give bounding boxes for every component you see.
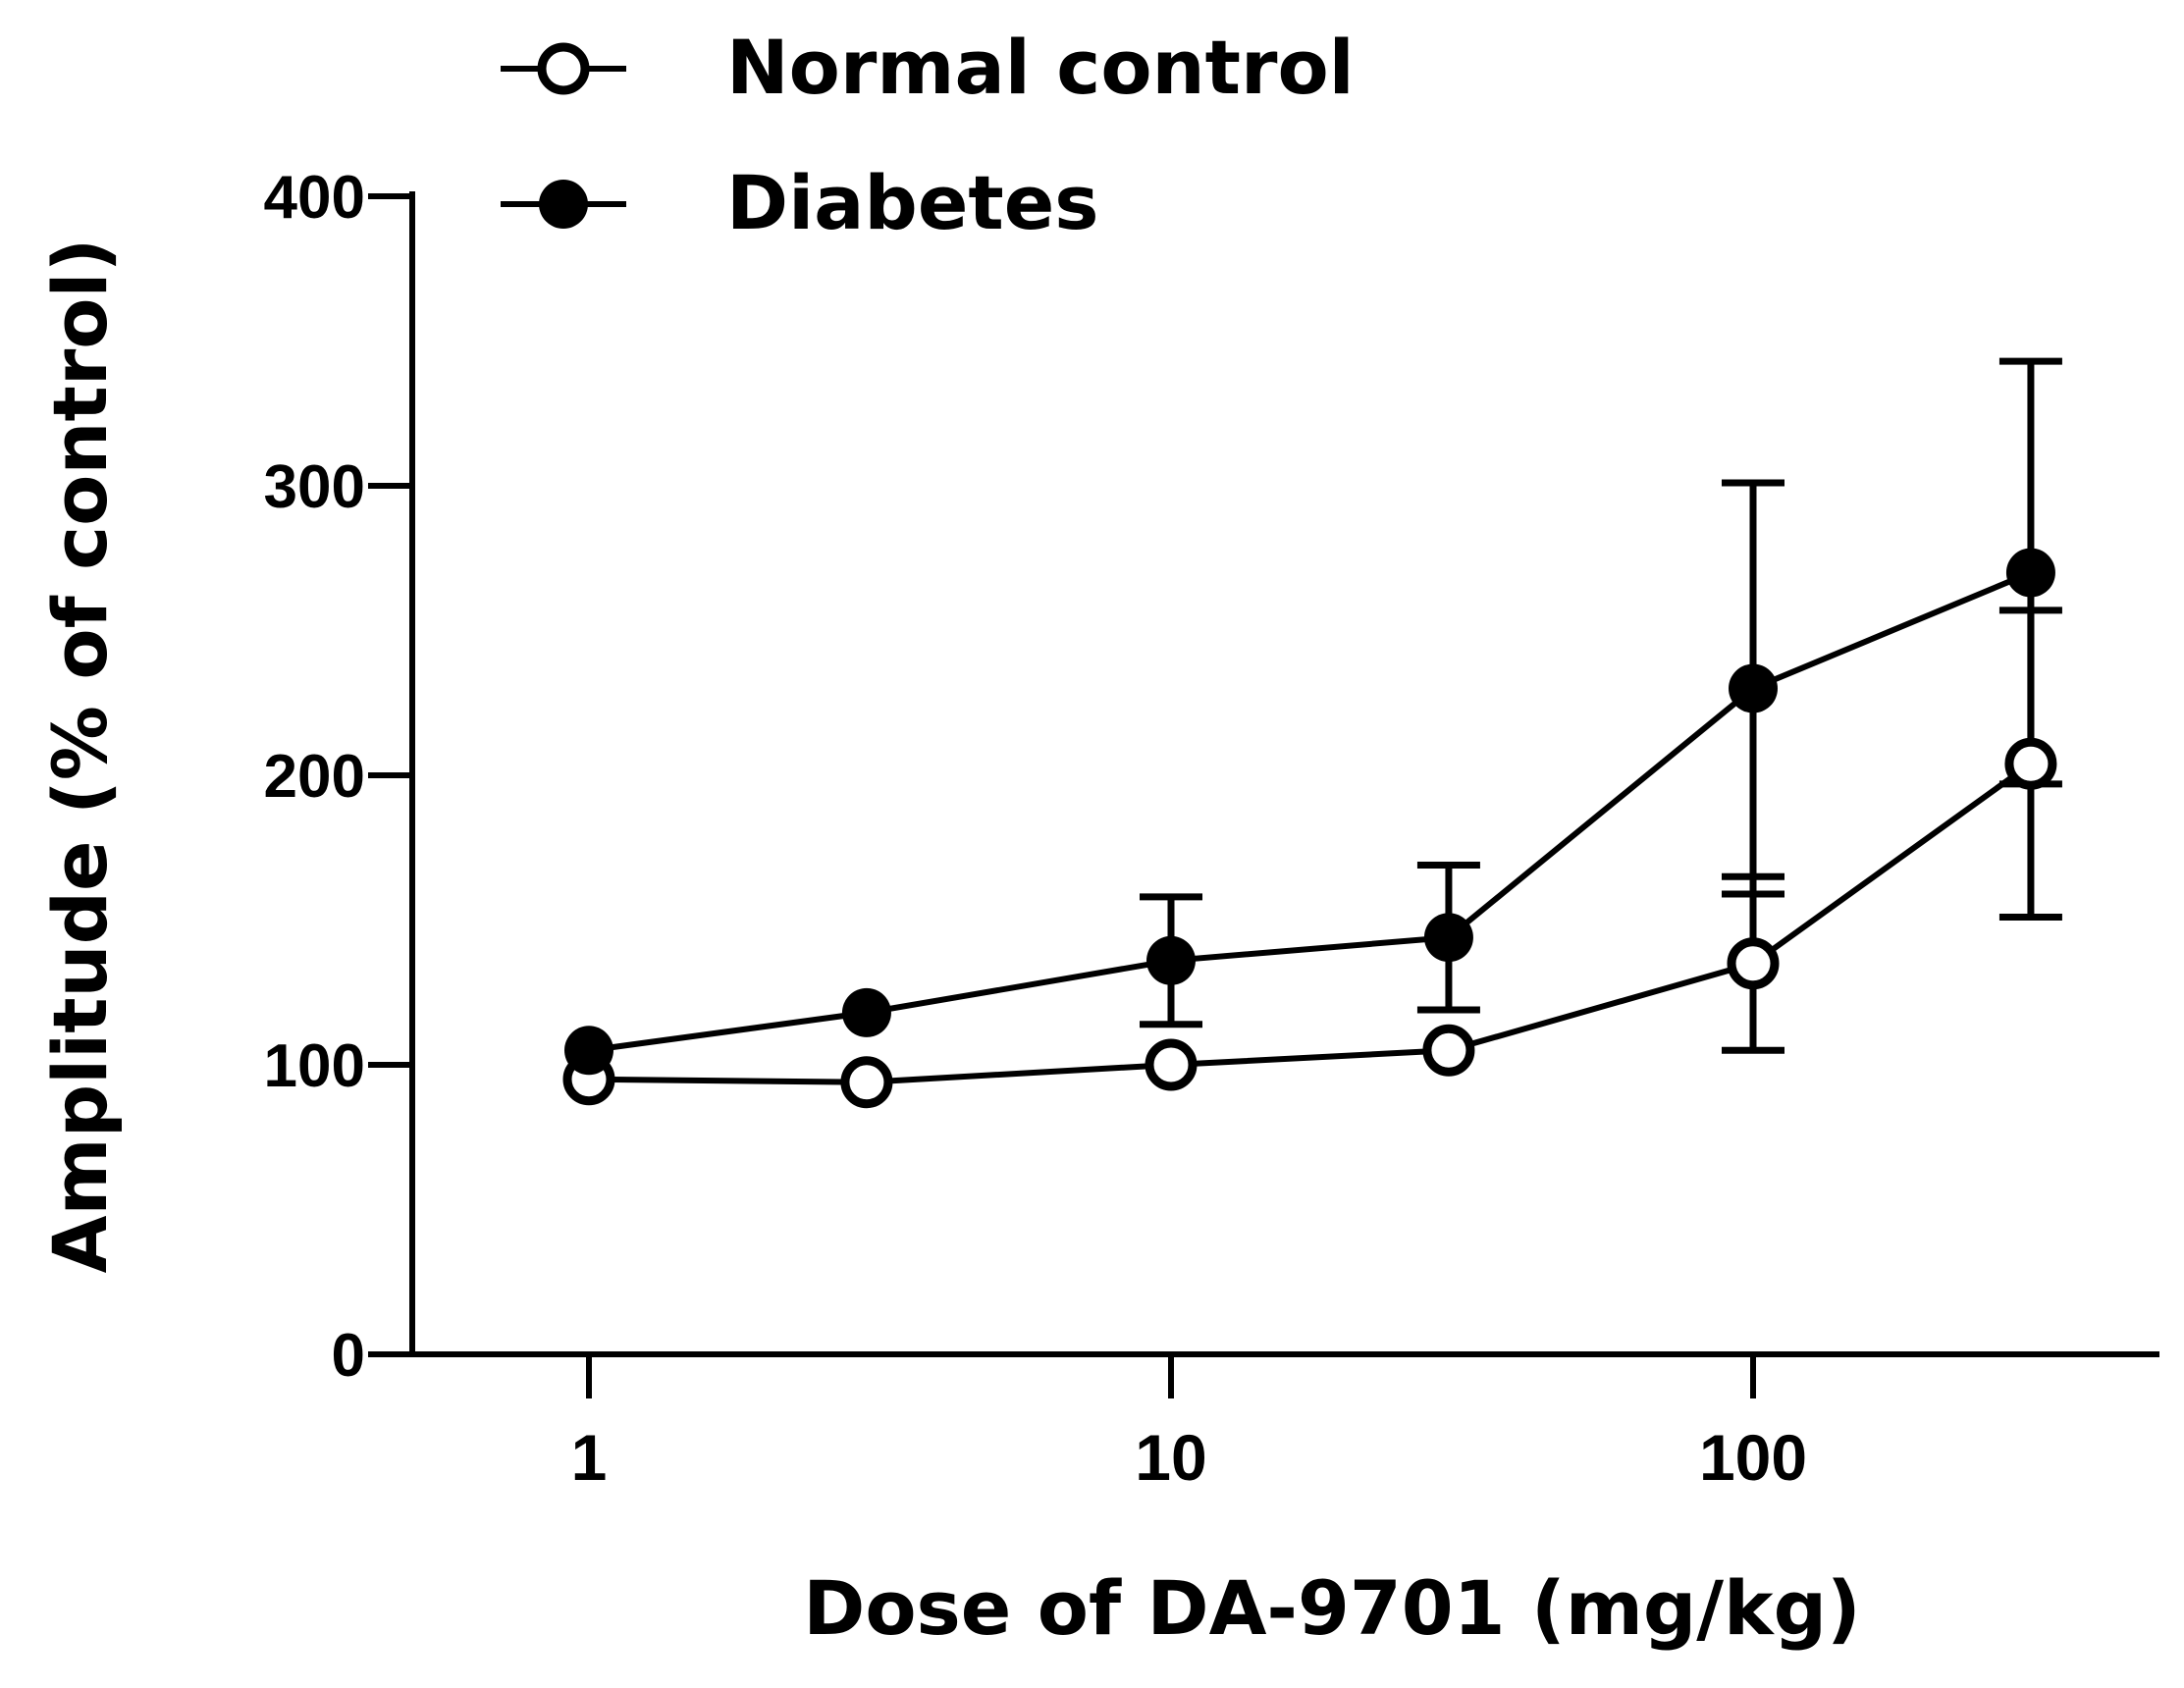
x-tick-label: 1 [571, 1421, 608, 1494]
legend-item-normal-control: Normal control [501, 24, 1355, 111]
axes [409, 191, 2159, 1357]
x-tick-label: 100 [1699, 1421, 1807, 1494]
data-point-diabetes [564, 1026, 613, 1076]
legend-marker-open-circle [537, 42, 590, 95]
legend-label-diabetes: Diabetes [726, 159, 1098, 246]
data-point-normal-control [2004, 737, 2057, 790]
x-axis-title: Dose of DA-9701 (mg/kg) [803, 1564, 1860, 1652]
y-ticks: 0 100 200 300 400 [264, 164, 412, 1390]
legend-marker-filled-circle [539, 180, 588, 229]
data-point-diabetes [1423, 913, 1473, 963]
data-point-normal-control [1422, 1024, 1475, 1077]
legend: Normal control Diabetes [501, 24, 1355, 246]
y-tick-label: 100 [264, 1032, 365, 1100]
data-point-diabetes [841, 987, 891, 1037]
y-tick-label: 400 [264, 164, 365, 232]
legend-item-diabetes: Diabetes [501, 159, 1098, 246]
x-tick-label: 10 [1135, 1421, 1206, 1494]
y-tick-label: 200 [264, 743, 365, 811]
data-point-diabetes [1146, 935, 1196, 985]
y-tick-label: 0 [332, 1322, 365, 1390]
x-ticks: 1 10 100 [571, 1354, 1807, 1494]
y-tick-label: 300 [264, 453, 365, 521]
data-point-normal-control [1727, 937, 1780, 990]
plot-area [562, 357, 2062, 1109]
legend-label-normal-control: Normal control [726, 24, 1355, 111]
y-axis-title: Amplitude (% of control) [36, 238, 124, 1274]
data-point-normal-control [840, 1056, 893, 1109]
series-line-diabetes [588, 569, 2033, 1054]
data-point-diabetes [2005, 548, 2055, 598]
data-point-diabetes [1729, 663, 1778, 713]
data-point-normal-control [1145, 1038, 1198, 1091]
series-line-normal-control [588, 761, 2033, 1085]
